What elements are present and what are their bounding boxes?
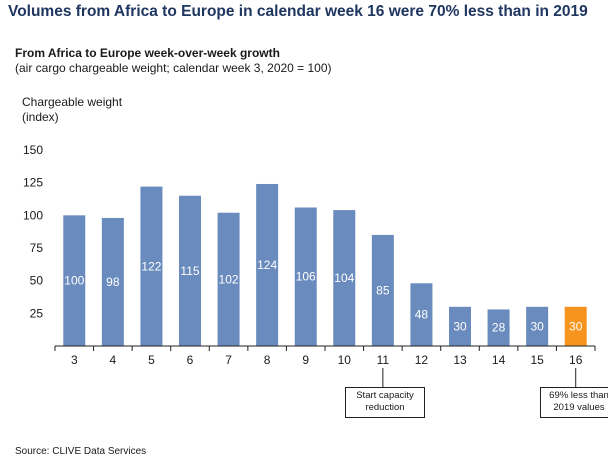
x-tick-label: 6 <box>187 353 194 367</box>
bar <box>101 217 124 346</box>
bar-value-label: 102 <box>219 272 239 286</box>
bar-value-label: 104 <box>334 271 354 285</box>
bar-value-label: 30 <box>530 319 544 333</box>
bar-value-label: 48 <box>415 308 429 322</box>
bar-value-label: 122 <box>141 259 161 273</box>
y-tick-label: 150 <box>23 143 43 157</box>
x-tick-label: 11 <box>377 353 390 367</box>
callout-week-11: Start capacity reduction <box>345 387 425 418</box>
bar-value-label: 85 <box>376 283 390 297</box>
bar <box>564 306 587 346</box>
x-tick-label: 15 <box>530 353 544 367</box>
chart-subtitle: From Africa to Europe week-over-week gro… <box>15 46 280 60</box>
y-axis-label-line2: (index) <box>22 110 59 124</box>
bar-value-label: 124 <box>257 258 277 272</box>
bar <box>410 283 433 346</box>
x-tick-label: 14 <box>492 353 506 367</box>
bar-value-label: 28 <box>492 321 506 335</box>
bar <box>294 207 317 346</box>
bar-value-label: 100 <box>64 274 84 288</box>
x-tick-label: 3 <box>71 353 78 367</box>
x-tick-label: 9 <box>302 353 309 367</box>
bar-value-label: 98 <box>106 275 120 289</box>
bar-value-label: 115 <box>180 264 199 278</box>
bar-value-label: 30 <box>453 319 467 333</box>
y-axis-label: Chargeable weight (index) <box>22 95 122 125</box>
x-tick-label: 8 <box>264 353 271 367</box>
chart-title: Volumes from Africa to Europe in calenda… <box>8 3 588 20</box>
y-tick-label: 125 <box>23 176 43 190</box>
y-tick-label: 25 <box>30 306 44 320</box>
bar <box>487 309 510 346</box>
callout-week-16: 69% less than 2019 values <box>540 387 608 418</box>
bar <box>63 215 86 346</box>
bar <box>371 234 394 346</box>
x-tick-label: 10 <box>338 353 352 367</box>
bar <box>449 306 471 346</box>
chart-subtitle-note: (air cargo chargeable weight; calendar w… <box>15 61 332 75</box>
bar <box>333 210 356 346</box>
x-tick-label: 16 <box>569 353 583 367</box>
bar <box>256 183 279 346</box>
y-tick-label: 75 <box>30 241 44 255</box>
y-tick-label: 100 <box>23 208 43 222</box>
x-tick-label: 13 <box>453 353 467 367</box>
bar-value-label: 106 <box>296 270 316 284</box>
x-tick-label: 12 <box>415 353 429 367</box>
y-tick-label: 50 <box>30 274 44 288</box>
bar-value-label: 30 <box>569 319 583 333</box>
bar <box>526 306 549 346</box>
bar <box>179 195 201 346</box>
x-tick-label: 7 <box>225 353 232 367</box>
x-tick-label: 4 <box>110 353 117 367</box>
source-note: Source: CLIVE Data Services <box>15 446 147 457</box>
bar <box>217 212 240 346</box>
x-tick-label: 5 <box>148 353 155 367</box>
bar <box>140 186 163 346</box>
y-axis-label-line1: Chargeable weight <box>22 95 123 109</box>
